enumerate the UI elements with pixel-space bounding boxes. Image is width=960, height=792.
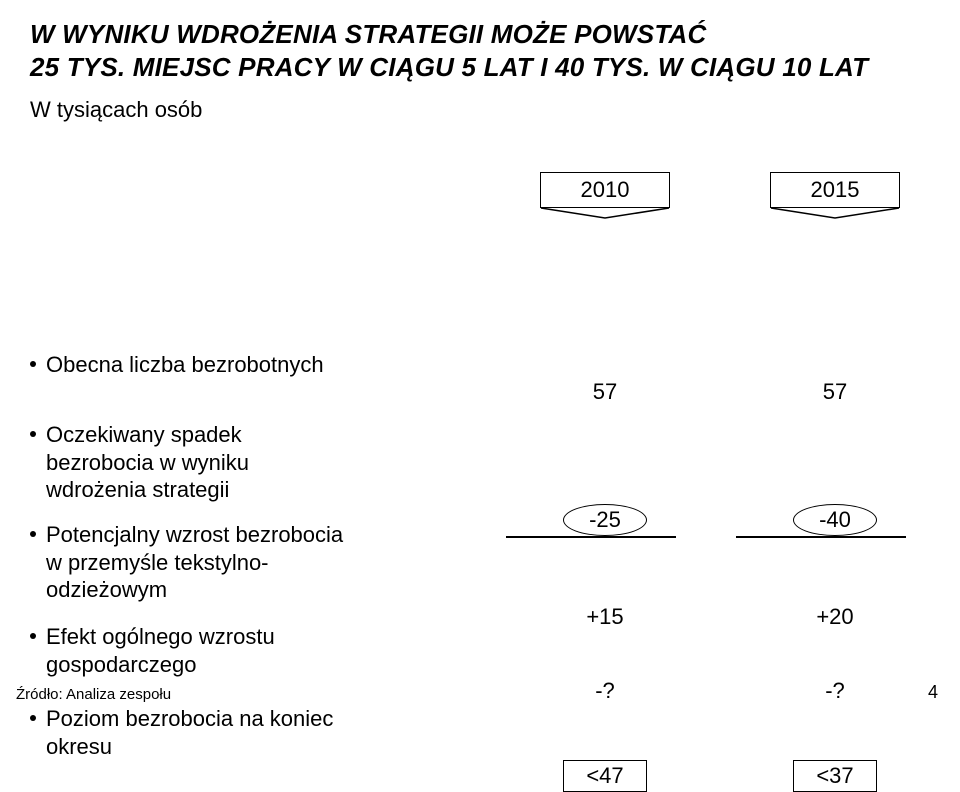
source-note: Źródło: Analiza zespołu	[16, 686, 171, 703]
subtitle: W tysiącach osób	[30, 97, 930, 123]
slide: W WYNIKU WDROŻENIA STRATEGII MOŻE POWSTA…	[0, 0, 960, 719]
row-label-line1: Potencjalny wzrost bezrobocia	[46, 522, 343, 547]
cell-r1-c2: 57	[770, 379, 900, 405]
row-label-line2: w przemyśle tekstylno-	[46, 550, 269, 575]
row-label-text: Obecna liczba bezrobotnych	[46, 352, 324, 377]
column-header-2010: 2010	[540, 172, 670, 208]
column-header-2015: 2015	[770, 172, 900, 208]
sum-underline-col2	[736, 536, 906, 538]
bullet-icon	[30, 633, 36, 639]
row-label: Obecna liczba bezrobotnych	[30, 351, 450, 379]
row-label: Efekt ogólnego wzrostu gospodarczego	[30, 623, 450, 678]
bullet-icon	[30, 531, 36, 537]
row-label-line2: okresu	[46, 734, 112, 759]
cell-r4-c1: -?	[540, 678, 670, 704]
cell-r5-c2: <37	[770, 760, 900, 792]
cell-r5-c1: <47	[540, 760, 670, 792]
column-label-2015: 2015	[811, 177, 860, 202]
sum-underline-col1	[506, 536, 676, 538]
row-label-line1: Oczekiwany spadek	[46, 422, 242, 447]
row-label: Oczekiwany spadek bezrobocia w wyniku wd…	[30, 421, 450, 504]
row-label-line2: bezrobocia w wyniku	[46, 450, 249, 475]
bullet-icon	[30, 361, 36, 367]
rect-value: <47	[563, 760, 647, 792]
column-box-2010: 2010	[540, 172, 670, 208]
page-number: 4	[928, 682, 938, 703]
row-expected-drop: Oczekiwany spadek bezrobocia w wyniku wd…	[30, 421, 930, 504]
rect-value: <37	[793, 760, 877, 792]
row-label-line1: Efekt ogólnego wzrostu	[46, 624, 275, 649]
row-label-line2: gospodarczego	[46, 652, 196, 677]
chevron-down-icon	[540, 207, 670, 219]
chevron-down-icon	[770, 207, 900, 219]
row-label: Potencjalny wzrost bezrobocia w przemyśl…	[30, 521, 450, 604]
column-label-2010: 2010	[581, 177, 630, 202]
bullet-icon	[30, 715, 36, 721]
title-line-2: 25 TYS. MIEJSC PRACY W CIĄGU 5 LAT I 40 …	[30, 52, 868, 82]
cell-r1-c1: 57	[540, 379, 670, 405]
cell-r4-c2: -?	[770, 678, 900, 704]
row-current-unemployed: Obecna liczba bezrobotnych 57 57	[30, 351, 930, 379]
row-potential-rise: Potencjalny wzrost bezrobocia w przemyśl…	[30, 521, 930, 604]
row-growth-effect: Efekt ogólnego wzrostu gospodarczego -? …	[30, 623, 930, 678]
column-box-2015: 2015	[770, 172, 900, 208]
bullet-icon	[30, 431, 36, 437]
row-end-level: Poziom bezrobocia na koniec okresu <47 <…	[30, 705, 930, 760]
slide-title: W WYNIKU WDROŻENIA STRATEGII MOŻE POWSTA…	[30, 18, 930, 83]
row-label: Poziom bezrobocia na koniec okresu	[30, 705, 450, 760]
row-label-line3: wdrożenia strategii	[46, 477, 229, 502]
title-line-1: W WYNIKU WDROŻENIA STRATEGII MOŻE POWSTA…	[30, 19, 706, 49]
row-label-line3: odzieżowym	[46, 577, 167, 602]
